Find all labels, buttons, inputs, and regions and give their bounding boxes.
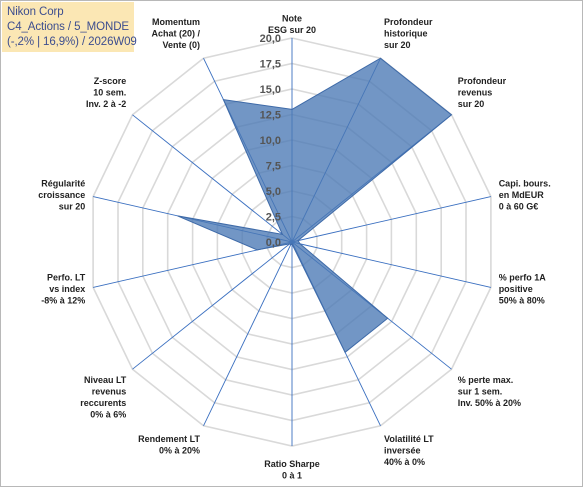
axis-label-line: Perfo. LT	[47, 273, 86, 283]
axis-label: Perfo. LT vs index -8% à 12%	[41, 273, 86, 306]
axis-label: Profondeur revenus sur 20	[458, 76, 507, 109]
tick-label: 10,0	[260, 135, 281, 147]
axis-label-line: sur 1 sem.	[458, 387, 503, 397]
axis-label-line: -8% à 12%	[41, 296, 85, 306]
tick-label: 7,5	[266, 161, 281, 173]
axis-label: Capi. bours. en MdEUR 0 à 60 G€	[499, 178, 551, 211]
axis-spoke	[291, 241, 492, 288]
axis-spoke	[132, 114, 293, 243]
axis-label-line: Momentum	[152, 17, 200, 27]
tick-label: 2,5	[266, 212, 281, 224]
axis-label-line: % perte max.	[458, 375, 514, 385]
axis-label-line: revenus	[92, 387, 127, 397]
axis-label-line: 0 à 1	[282, 471, 302, 481]
tick-label: 0,0	[266, 237, 281, 249]
series-area	[177, 57, 453, 354]
axis-label-line: Rendement LT	[138, 434, 200, 444]
axis-label-line: Capi. bours.	[499, 178, 551, 188]
axis-label: Volatilité LT inversée 40% à 0%	[384, 434, 434, 467]
axis-spoke	[203, 241, 293, 426]
axis-label: Note ESG sur 20	[268, 14, 316, 36]
chart-title-portfolio: C4_Actions / 5_MONDE	[7, 21, 129, 33]
tick-label: 20,0	[260, 33, 281, 45]
axis-label-line: Vente (0)	[162, 40, 200, 50]
axis-spoke	[132, 241, 293, 370]
axis-label-line: Inv. 50% à 20%	[458, 398, 521, 408]
axis-label: % perte max. sur 1 sem. Inv. 50% à 20%	[458, 375, 521, 408]
axis-label-line: historique	[384, 29, 428, 39]
axis-label: Z-score 10 sem. Inv. 2 à -2	[86, 76, 126, 109]
axis-label-line: Niveau LT	[84, 375, 127, 385]
axis-label-line: 0% à 20%	[159, 446, 200, 456]
tick-label: 12,5	[260, 110, 281, 122]
chart-title: Nikon Corp C4_Actions / 5_MONDE (-,2% | …	[2, 2, 137, 52]
axis-label-line: sur 20	[59, 201, 86, 211]
axis-label-line: ESG sur 20	[268, 25, 316, 35]
axis-label-line: Inv. 2 à -2	[86, 99, 126, 109]
axis-label: Momentum Achat (20) / Vente (0)	[151, 17, 200, 50]
axis-label: % perfo 1A positive 50% à 80%	[499, 273, 547, 306]
tick-label: 17,5	[260, 59, 281, 71]
axis-label: Profondeur historique sur 20	[384, 17, 433, 50]
axis-label-line: Achat (20) /	[151, 29, 200, 39]
chart-title-period: (-,2% | 16,9%) / 2026W09	[7, 36, 137, 48]
tick-label: 15,0	[260, 84, 281, 96]
axis-label-line: vs index	[49, 284, 85, 294]
axis-label-line: positive	[499, 284, 533, 294]
axis-label-line: 40% à 0%	[384, 457, 425, 467]
axis-label-line: Volatilité LT	[384, 434, 434, 444]
axis-label-line: inversée	[384, 446, 421, 456]
axis-label-line: 10 sem.	[93, 87, 126, 97]
axis-spoke	[291, 196, 492, 243]
axis-label-line: reccurents	[80, 398, 126, 408]
axis-label-line: Ratio Sharpe	[264, 459, 320, 469]
axis-label-line: Z-score	[94, 76, 127, 86]
radial-tick-labels: 0,0 2,5 5,0 7,5 10,0 12,5 15,0 17,5 20,0	[260, 33, 281, 249]
tick-label: 5,0	[266, 186, 281, 198]
axis-label-line: % perfo 1A	[499, 273, 547, 283]
chart-title-company: Nikon Corp	[7, 6, 64, 18]
axis-label-line: sur 20	[458, 99, 485, 109]
axis-label-line: Note	[282, 14, 302, 24]
axis-label-line: Régularité	[41, 178, 85, 188]
axis-label: Ratio Sharpe 0 à 1	[264, 459, 320, 481]
axis-label-line: 0% à 6%	[90, 410, 126, 420]
axis-label: Rendement LT 0% à 20%	[138, 434, 200, 456]
axis-label: Niveau LT revenus reccurents 0% à 6%	[80, 375, 127, 420]
axis-label-line: croissance	[38, 190, 85, 200]
axis-label-line: 0 à 60 G€	[499, 201, 539, 211]
axis-label-line: 50% à 80%	[499, 296, 545, 306]
axis-label-line: Profondeur	[458, 76, 507, 86]
axis-label-line: en MdEUR	[499, 190, 545, 200]
radar-series	[177, 57, 453, 354]
axis-label-line: Profondeur	[384, 17, 433, 27]
axis-label-line: revenus	[458, 87, 493, 97]
axis-label: Régularité croissance sur 20	[38, 178, 85, 211]
axis-label-line: sur 20	[384, 40, 411, 50]
